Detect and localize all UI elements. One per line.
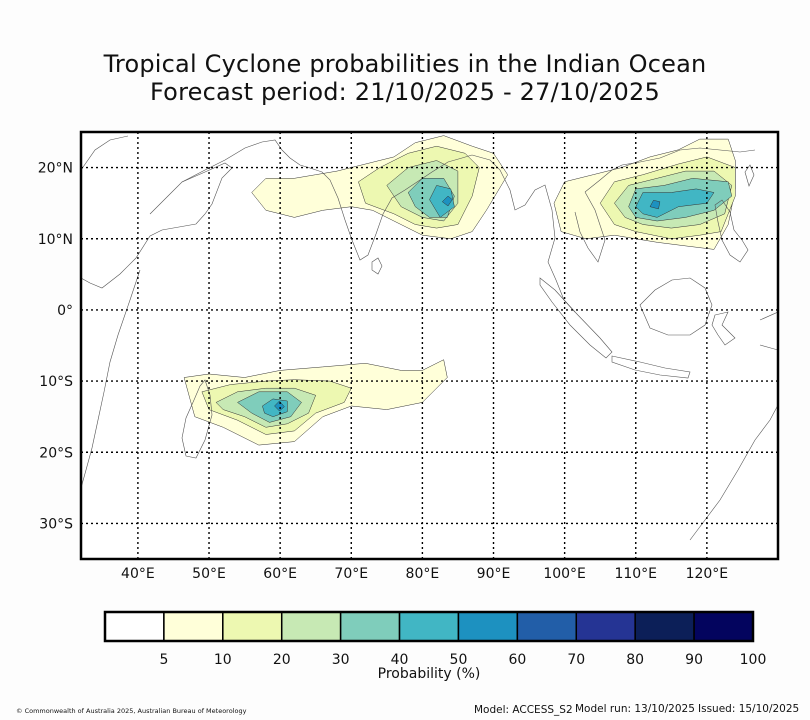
colorbar-tick-labels: 5 10 20 30 40 50 60 70 80 90 100 (159, 652, 766, 668)
lon-tick-label: 50°E (192, 566, 226, 582)
colorbar-tick-label: 30 (332, 652, 350, 668)
colorbar-label: Probability (%) (378, 666, 481, 682)
coastline-sri-lanka (371, 257, 383, 275)
lon-tick-label: 110°E (614, 566, 657, 582)
colorbar-segment (693, 611, 754, 642)
coastline-sumatra (539, 277, 613, 359)
colorbar-segment (280, 611, 342, 642)
colorbar-tick-label: 10 (214, 652, 232, 668)
coastline-taiwan (744, 164, 755, 187)
lat-tick-label: 20°N (38, 161, 73, 177)
colorbar-segment (339, 611, 401, 642)
lon-tick-label: 90°E (477, 566, 511, 582)
colorbar-tick-label: 5 (159, 652, 168, 668)
colorbar-tick-label: 40 (391, 652, 409, 668)
coastline-indochina (471, 147, 756, 313)
coastline-java (611, 355, 691, 379)
colorbar (104, 611, 754, 642)
contour-bay-of-bengal-40 (429, 185, 455, 218)
colorbar-segment (457, 611, 519, 642)
coastlines (81, 135, 778, 541)
colorbar-tick-label: 80 (626, 652, 644, 668)
coastline-borneo (639, 277, 713, 336)
lon-tick-label: 60°E (263, 566, 297, 582)
coastline-madagascar (181, 379, 213, 459)
colorbar-tick-label: 100 (740, 652, 767, 668)
contour-south-china-sea-50 (649, 200, 661, 210)
lon-tick-label: 100°E (543, 566, 586, 582)
lon-tick-label: 120°E (686, 566, 729, 582)
issued-date: Issued: 15/10/2025 (698, 703, 800, 715)
lat-tick-label: 0° (57, 303, 73, 319)
colorbar-segment (575, 611, 636, 642)
contour-south-china-sea-40 (635, 188, 715, 218)
lon-tick-label: 40°E (121, 566, 155, 582)
coastline-sulawesi (711, 311, 736, 346)
colorbar-segment (634, 611, 695, 642)
colorbar-tick-label: 60 (508, 652, 526, 668)
lat-tick-label: 20°S (39, 445, 73, 461)
colorbar-segment (222, 611, 283, 642)
colorbar-tick-label: 20 (273, 652, 291, 668)
map-title-line-1: Tropical Cyclone probabilities in the In… (103, 50, 707, 78)
lon-tick-label: 80°E (406, 566, 440, 582)
lat-tick-label: 10°S (39, 374, 73, 390)
map-title-line-2: Forecast period: 21/10/2025 - 27/10/2025 (150, 78, 660, 106)
colorbar-frame (103, 610, 755, 643)
colorbar-segment (516, 611, 578, 642)
coastline-new-guinea (759, 311, 778, 351)
colorbar-tick-label: 50 (450, 652, 468, 668)
model-name: Model: ACCESS_S2 (474, 704, 573, 716)
colorbar-segment (398, 611, 460, 642)
lon-tick-label: 70°E (334, 566, 368, 582)
model-run-date: Model run: 13/10/2025 (575, 703, 695, 715)
coastline-india (309, 154, 473, 261)
colorbar-segment (104, 611, 165, 642)
copyright-notice: © Commonwealth of Australia 2025, Austra… (16, 707, 247, 715)
coastline-australia (689, 404, 778, 541)
probability-contours (183, 135, 736, 446)
colorbar-tick-label: 90 (685, 652, 703, 668)
graticule (81, 132, 778, 559)
contour-south-indian-ocean-50 (274, 400, 285, 412)
coastline-philippines (714, 199, 749, 263)
lat-tick-label: 10°N (38, 232, 73, 248)
map-frame (79, 130, 780, 561)
contour-bay-of-bengal-50 (442, 195, 453, 207)
axis-labels: 40°E 50°E 60°E 70°E 80°E 90°E 100°E 110°E 120°E 2… (38, 161, 728, 582)
lat-tick-label: 30°S (39, 516, 73, 532)
coastline-africa (81, 162, 233, 489)
colorbar-segment (163, 611, 224, 642)
colorbar-tick-label: 70 (567, 652, 585, 668)
coastline-arabia (81, 135, 311, 183)
